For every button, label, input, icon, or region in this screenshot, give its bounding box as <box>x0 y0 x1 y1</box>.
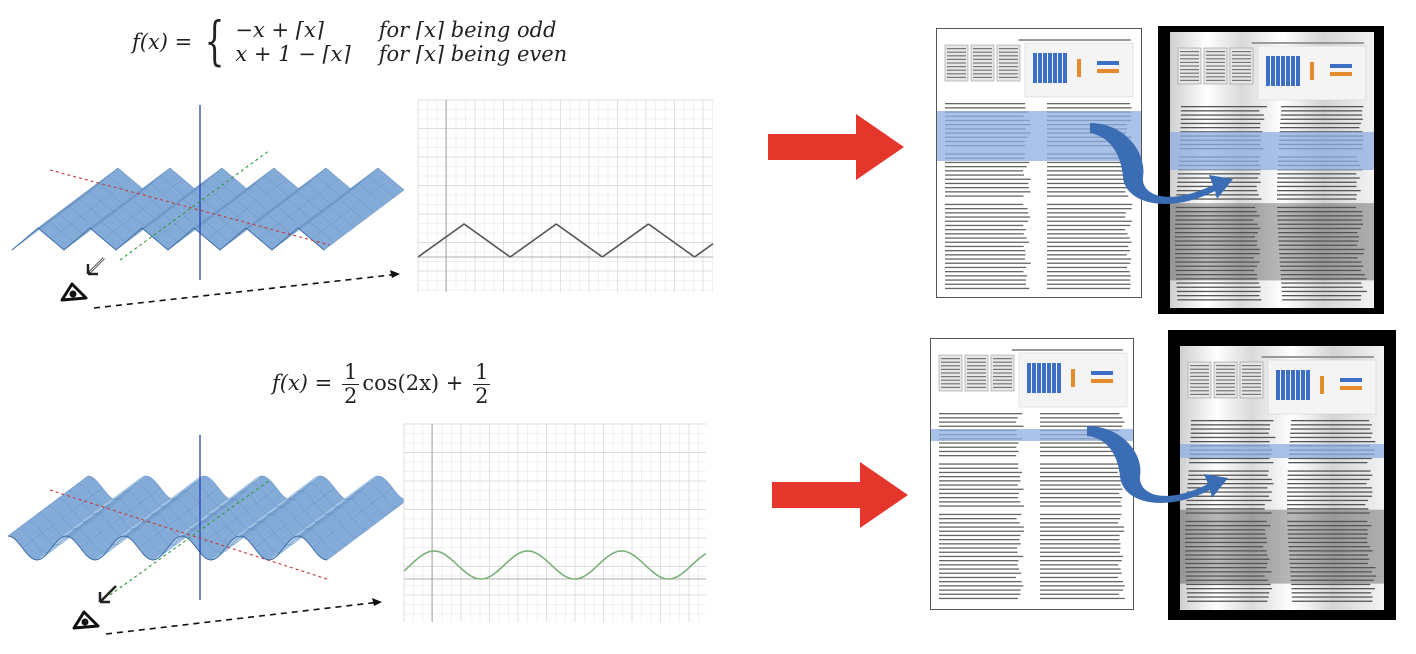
graph-cosine <box>404 424 706 622</box>
formula-lhs: f(x) = <box>272 371 332 395</box>
dashed-sight-line <box>94 270 400 308</box>
graph-triangle <box>418 100 713 292</box>
case1-expr: −x + ⌈x⌉ <box>235 18 350 42</box>
red-arrow-icon <box>768 114 908 180</box>
formula-cases: −x + ⌈x⌉ for ⌈x⌉ being odd x + 1 − ⌈x⌉ f… <box>235 18 567 66</box>
view-direction-arrow-icon <box>88 256 106 274</box>
fraction-1: 12 <box>342 362 359 407</box>
curved-blue-arrow-icon <box>1082 418 1232 508</box>
fraction-2: 12 <box>473 362 490 407</box>
formula-lhs: f(x) = <box>132 30 192 54</box>
formula-middle: cos(2x) + <box>362 371 463 395</box>
formula-cosine: f(x) = 1 2 cos(2x) + 12 <box>272 362 493 407</box>
eye-icon <box>74 612 98 628</box>
viewer-bottom <box>62 570 402 650</box>
case2-expr: x + 1 − ⌈x⌉ <box>235 42 350 66</box>
case1-condition: for ⌈x⌉ being odd <box>379 18 568 42</box>
eye-icon <box>62 284 86 300</box>
surface-mesh <box>12 168 404 250</box>
brace-glyph: { <box>205 16 225 68</box>
view-direction-arrow-icon <box>100 586 116 602</box>
viewer-top <box>50 240 420 320</box>
red-arrow-icon <box>772 462 912 528</box>
formula-triangle: f(x) = { −x + ⌈x⌉ for ⌈x⌉ being odd x + … <box>132 16 567 68</box>
curved-blue-arrow-icon <box>1085 115 1235 210</box>
dashed-sight-line <box>106 598 382 634</box>
case2-condition: for ⌈x⌉ being even <box>379 42 568 66</box>
surface-mesh <box>8 476 407 560</box>
